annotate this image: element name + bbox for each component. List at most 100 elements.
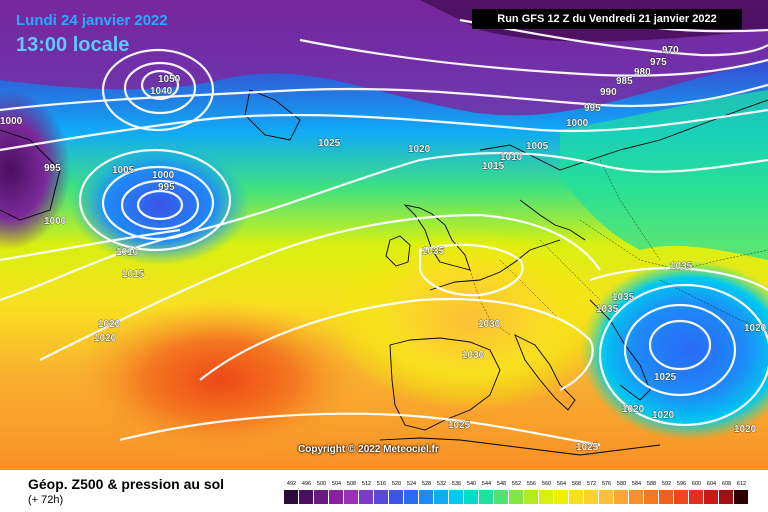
isobar-label: 995	[44, 163, 61, 174]
scale-swatch	[539, 490, 553, 504]
scale-tick-label: 496	[302, 481, 311, 487]
scale-tick-label: 604	[707, 481, 716, 487]
scale-swatch	[674, 490, 688, 504]
isobar-label: 1020	[408, 144, 431, 155]
isobar-label: 1005	[526, 141, 549, 152]
country-borders	[469, 159, 768, 336]
isobar-label: 1035	[612, 292, 635, 303]
scale-swatch	[329, 490, 343, 504]
isobar-label: 1020	[652, 410, 675, 421]
scale-tick-label: 520	[392, 481, 401, 487]
isobar-label: 1025	[448, 420, 471, 431]
isobar-label: 1000	[0, 116, 23, 127]
scale-tick-label: 608	[722, 481, 731, 487]
scale-swatch	[659, 490, 673, 504]
isobar-1030-europe	[199, 297, 594, 391]
scale-swatch	[374, 490, 388, 504]
scale-tick-label: 540	[467, 481, 476, 487]
scale-tick-label: 576	[602, 481, 611, 487]
model-run-label: Run GFS 12 Z du Vendredi 21 janvier 2022	[472, 9, 742, 29]
isobar-label: 1035	[670, 261, 693, 272]
scale-tick-label: 532	[437, 481, 446, 487]
scale-swatch	[404, 490, 418, 504]
scale-swatch	[344, 490, 358, 504]
isobar-label: 1015	[482, 161, 505, 172]
scale-tick-label: 592	[662, 481, 671, 487]
isobar-label: 995	[584, 103, 601, 114]
isobar-label: 1030	[478, 319, 501, 330]
isobar-1035-europe	[418, 243, 524, 297]
scale-swatch	[314, 490, 328, 504]
isobar-label: 1040	[150, 86, 173, 97]
isobar-label: 1050	[158, 74, 181, 85]
scale-swatch	[719, 490, 733, 504]
scale-swatch	[359, 490, 373, 504]
scale-swatch	[554, 490, 568, 504]
isobar-label: 1030	[462, 350, 485, 361]
scale-tick-label: 500	[317, 481, 326, 487]
isobar-label: 1020	[744, 323, 767, 334]
scale-swatch	[629, 490, 643, 504]
scale-tick-label: 596	[677, 481, 686, 487]
isobar-label: 1020	[94, 333, 117, 344]
isobar-low-east-2	[623, 303, 737, 397]
scale-tick-label: 528	[422, 481, 431, 487]
forecast-step: (+ 72h)	[28, 494, 64, 506]
isobar-label: 1015	[122, 269, 145, 280]
map-product-title: Géop. Z500 & pression au sol	[28, 476, 225, 492]
scale-swatch	[704, 490, 718, 504]
isobar-label: 1000	[152, 170, 175, 181]
weather-map: 1050 1040 1000 995 1005 995 1000 1000 10…	[0, 0, 768, 470]
isobar-label: 1000	[566, 118, 589, 129]
scale-swatch	[644, 490, 658, 504]
isobar-1015-mid	[0, 228, 181, 262]
color-scale-legend: 492 496 500 504 508 512 516 520 524 528 532 536 540 5…	[284, 481, 748, 504]
isobar-label: 1035	[422, 246, 445, 257]
scale-tick-label: 600	[692, 481, 701, 487]
isobar-label: 1025	[654, 372, 677, 383]
warm-zone-europe	[330, 230, 610, 410]
isobar-label: 985	[616, 76, 633, 87]
isobar-label: 995	[158, 182, 175, 193]
scale-tick-label: 512	[362, 481, 371, 487]
isobar-high-iceland-2	[123, 61, 197, 115]
isobar-low-west-2	[120, 179, 200, 231]
scale-swatch	[389, 490, 403, 504]
scale-swatch	[689, 490, 703, 504]
scale-tick-label: 612	[737, 481, 746, 487]
scale-swatch	[494, 490, 508, 504]
isobar-1025-mid	[39, 213, 601, 361]
isobar-low-west-1	[136, 189, 184, 221]
isobar-label: 1035	[596, 304, 619, 315]
map-footer: Géop. Z500 & pression au sol (+ 72h) 492…	[0, 470, 768, 512]
isobar-label: 1010	[116, 247, 139, 258]
scale-tick-label: 536	[452, 481, 461, 487]
scale-swatch	[734, 490, 748, 504]
cold-core-west	[0, 90, 70, 250]
scale-swatch	[524, 490, 538, 504]
isobar-label: 1020	[734, 424, 757, 435]
scale-swatch	[509, 490, 523, 504]
isobar-label: 990	[600, 87, 617, 98]
scale-swatch	[479, 490, 493, 504]
copyright-notice: Copyright © 2022 Meteociel.fr	[298, 444, 439, 455]
isobar-980-north	[459, 18, 768, 57]
scale-tick-label: 588	[647, 481, 656, 487]
forecast-date: Lundi 24 janvier 2022	[16, 12, 168, 29]
scale-swatch	[584, 490, 598, 504]
scale-tick-label: 508	[347, 481, 356, 487]
scale-tick-label: 580	[617, 481, 626, 487]
isobar-label: 970	[662, 45, 679, 56]
scale-tick-label: 564	[557, 481, 566, 487]
scale-swatch	[434, 490, 448, 504]
scale-tick-label: 492	[287, 481, 296, 487]
low-west-field	[70, 145, 250, 265]
isobar-low-west-4	[78, 148, 232, 252]
isobar-label: 1020	[622, 404, 645, 415]
scale-tick-label: 584	[632, 481, 641, 487]
isobar-lines	[0, 8, 768, 447]
isobar-1020-mid	[0, 151, 768, 302]
scale-swatch	[419, 490, 433, 504]
isobar-label: 1025	[318, 138, 341, 149]
forecast-time: 13:00 locale	[16, 34, 130, 56]
